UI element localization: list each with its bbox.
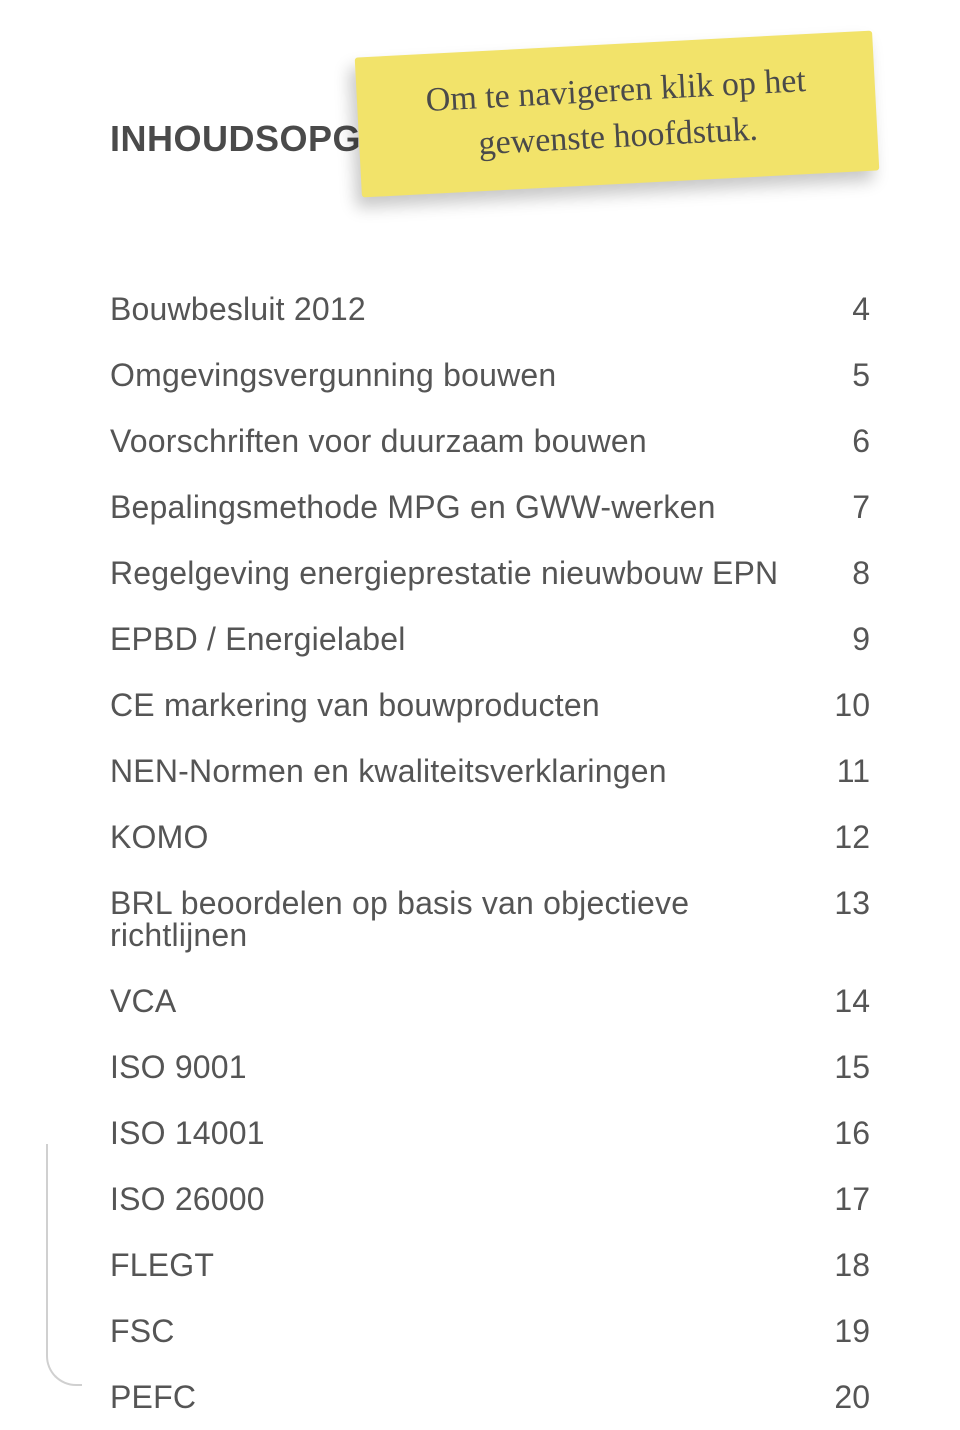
toc-row[interactable]: Bouwbesluit 2012 4: [110, 276, 870, 342]
toc-row[interactable]: ISO 26000 17: [110, 1166, 870, 1232]
toc-page-number: 13: [810, 887, 870, 919]
toc-page-number: 15: [810, 1051, 870, 1083]
toc-row[interactable]: Regelgeving energieprestatie nieuwbouw E…: [110, 540, 870, 606]
toc-row[interactable]: ISO 9001 15: [110, 1034, 870, 1100]
toc-row[interactable]: FLEGT 18: [110, 1232, 870, 1298]
toc-row[interactable]: EPBD / Energielabel 9: [110, 606, 870, 672]
toc-page-number: 17: [810, 1183, 870, 1215]
toc-row[interactable]: Voorschriften voor duurzaam bouwen 6: [110, 408, 870, 474]
toc-label: NEN-Normen en kwaliteitsverklaringen: [110, 755, 810, 787]
toc-page-number: 4: [810, 293, 870, 325]
sticky-note: Om te navigeren klik op het gewenste hoo…: [355, 31, 880, 198]
toc-label: BRL beoordelen op basis van objectieve r…: [110, 887, 810, 951]
toc-page-number: 10: [810, 689, 870, 721]
toc-row[interactable]: VCA 14: [110, 968, 870, 1034]
toc-page: INHOUDSOPGAVE Om te navigeren klik op he…: [0, 0, 960, 1386]
decorative-corner-line: [46, 1144, 82, 1386]
toc-page-number: 14: [810, 985, 870, 1017]
toc-row[interactable]: ISO 14001 16: [110, 1100, 870, 1166]
toc-label: Bepalingsmethode MPG en GWW-werken: [110, 491, 810, 523]
header-row: INHOUDSOPGAVE Om te navigeren klik op he…: [110, 78, 870, 248]
toc-label: Omgevingsvergunning bouwen: [110, 359, 810, 391]
toc-page-number: 18: [810, 1249, 870, 1281]
toc-label: CE markering van bouwproducten: [110, 689, 810, 721]
toc-label: KOMO: [110, 821, 810, 853]
toc-label: VCA: [110, 985, 810, 1017]
toc-label: Regelgeving energieprestatie nieuwbouw E…: [110, 557, 810, 589]
toc-row[interactable]: CE markering van bouwproducten 10: [110, 672, 870, 738]
toc-page-number: 11: [810, 755, 870, 787]
toc-page-number: 19: [810, 1315, 870, 1347]
toc-row[interactable]: NEN-Normen en kwaliteitsverklaringen 11: [110, 738, 870, 804]
toc-label: Voorschriften voor duurzaam bouwen: [110, 425, 810, 457]
toc-page-number: 6: [810, 425, 870, 457]
toc-label: FLEGT: [110, 1249, 810, 1281]
toc-row[interactable]: Omgevingsvergunning bouwen 5: [110, 342, 870, 408]
toc-label: ISO 26000: [110, 1183, 810, 1215]
toc-page-number: 7: [810, 491, 870, 523]
toc-page-number: 8: [810, 557, 870, 589]
toc-page-number: 9: [810, 623, 870, 655]
toc-page-number: 12: [810, 821, 870, 853]
toc-page-number: 5: [810, 359, 870, 391]
toc-label: ISO 14001: [110, 1117, 810, 1149]
toc-row[interactable]: PEFC 20: [110, 1364, 870, 1430]
toc-page-number: 16: [810, 1117, 870, 1149]
toc-label: Bouwbesluit 2012: [110, 293, 810, 325]
toc-row[interactable]: Bepalingsmethode MPG en GWW-werken 7: [110, 474, 870, 540]
toc-row[interactable]: KOMO 12: [110, 804, 870, 870]
toc-label: EPBD / Energielabel: [110, 623, 810, 655]
toc-list: Bouwbesluit 2012 4 Omgevingsvergunning b…: [110, 276, 870, 1430]
toc-label: ISO 9001: [110, 1051, 810, 1083]
toc-row[interactable]: FSC 19: [110, 1298, 870, 1364]
toc-row[interactable]: BRL beoordelen op basis van objectieve r…: [110, 870, 870, 968]
toc-label: FSC: [110, 1315, 810, 1347]
